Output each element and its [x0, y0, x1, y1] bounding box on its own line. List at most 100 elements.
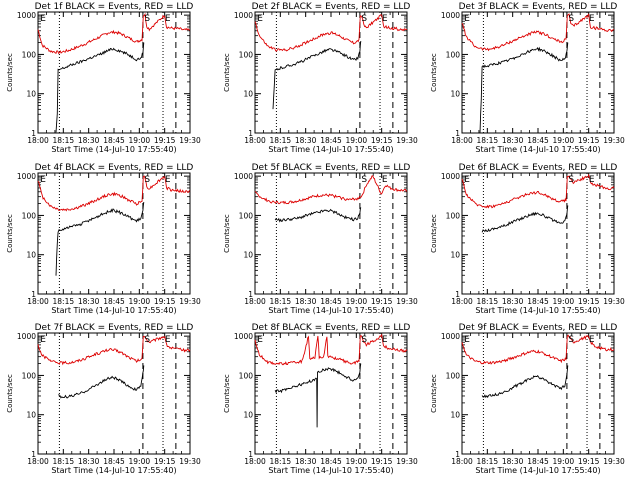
y-tick-label: 1000	[234, 11, 253, 20]
y-tick-label: 100	[239, 371, 254, 380]
x-tick-label: 19:00	[346, 136, 368, 145]
panel-title: Det 3f BLACK = Events, RED = LLD	[459, 2, 618, 12]
x-tick-label: 19:15	[371, 457, 393, 466]
events-series-line	[272, 40, 362, 110]
events-series-line	[55, 201, 145, 276]
x-tick-label: 18:15	[53, 457, 75, 466]
plot-frame	[461, 11, 615, 134]
segment-marker: E	[382, 14, 388, 24]
y-tick-label: 100	[22, 371, 37, 380]
y-axis-label: Counts/sec	[430, 214, 438, 253]
segment-marker: E	[464, 335, 470, 345]
segment-marker: S	[144, 335, 150, 345]
x-tick-label: 18:00	[27, 297, 49, 306]
x-tick-label: 18:15	[53, 297, 75, 306]
x-tick-label: 18:30	[78, 457, 100, 466]
y-tick-label: 100	[446, 50, 461, 59]
x-tick-label: 18:45	[103, 457, 125, 466]
segment-marker: S	[568, 175, 574, 185]
y-tick-label: 10	[243, 251, 253, 260]
x-tick-label: 19:15	[371, 297, 393, 306]
panel-title: Det 2f BLACK = Events, RED = LLD	[252, 2, 411, 12]
y-axis-label: Counts/sec	[430, 374, 438, 413]
x-tick-label: 19:30	[396, 297, 418, 306]
detector-panel: Det 2f BLACK = Events, RED = LLD 1 10 100 10…	[223, 2, 418, 154]
detector-panel: Det 6f BLACK = Events, RED = LLD 1 10 100 10…	[430, 163, 625, 315]
x-tick-label: 18:00	[244, 136, 266, 145]
x-tick-label: 18:15	[270, 297, 292, 306]
x-axis-label: Start Time (14-Jul-10 17:55:40)	[268, 306, 393, 315]
y-tick-label: 1	[455, 129, 460, 138]
y-tick-label: 1	[31, 129, 36, 138]
y-tick-label: 100	[446, 371, 461, 380]
x-tick-label: 19:30	[179, 457, 201, 466]
x-tick-label: 18:45	[320, 297, 342, 306]
x-tick-label: 18:00	[27, 457, 49, 466]
x-tick-label: 19:00	[129, 136, 151, 145]
y-tick-label: 1000	[17, 172, 36, 181]
x-tick-label: 18:15	[270, 136, 292, 145]
x-tick-label: 19:30	[603, 457, 625, 466]
y-tick-label: 10	[26, 251, 36, 260]
x-tick-label: 18:30	[78, 297, 100, 306]
x-tick-label: 19:15	[154, 136, 176, 145]
y-tick-label: 10	[450, 411, 460, 420]
x-tick-label: 19:00	[346, 297, 368, 306]
x-tick-label: 19:30	[603, 136, 625, 145]
x-tick-label: 19:15	[578, 297, 600, 306]
lld-series-line	[254, 333, 408, 366]
x-axis-label: Start Time (14-Jul-10 17:55:40)	[51, 306, 176, 315]
panel-title: Det 5f BLACK = Events, RED = LLD	[252, 163, 411, 173]
y-tick-label: 1000	[441, 332, 460, 341]
segment-marker: E	[40, 335, 46, 345]
x-axis-label: Start Time (14-Jul-10 17:55:40)	[51, 466, 176, 475]
segment-marker: S	[361, 175, 367, 185]
y-tick-label: 1	[31, 450, 36, 459]
segment-marker: E	[257, 14, 263, 24]
x-tick-label: 18:45	[103, 136, 125, 145]
y-tick-label: 100	[239, 211, 254, 220]
events-series-line	[479, 42, 569, 134]
x-tick-label: 19:15	[371, 136, 393, 145]
x-axis-label: Start Time (14-Jul-10 17:55:40)	[475, 145, 600, 154]
y-tick-label: 10	[243, 90, 253, 99]
detector-panel: Det 5f BLACK = Events, RED = LLD 1 10 100 10…	[223, 163, 418, 315]
x-tick-label: 18:45	[527, 136, 549, 145]
y-axis-label: Counts/sec	[430, 53, 438, 92]
segment-marker: S	[361, 335, 367, 345]
x-tick-label: 18:30	[295, 136, 317, 145]
x-tick-label: 19:15	[578, 136, 600, 145]
events-series-line	[274, 363, 362, 428]
y-tick-label: 1	[455, 290, 460, 299]
y-tick-label: 10	[450, 90, 460, 99]
segment-marker: E	[40, 14, 46, 24]
x-tick-label: 18:00	[451, 136, 473, 145]
lld-series-line	[461, 334, 615, 365]
lld-series-line	[461, 173, 615, 209]
segment-marker: E	[589, 14, 595, 24]
y-tick-label: 100	[239, 50, 254, 59]
x-tick-label: 18:15	[477, 297, 499, 306]
x-tick-label: 18:30	[502, 457, 524, 466]
segment-marker: S	[568, 14, 574, 24]
x-axis-label: Start Time (14-Jul-10 17:55:40)	[51, 145, 176, 154]
panel-title: Det 4f BLACK = Events, RED = LLD	[35, 163, 194, 173]
x-tick-label: 18:30	[78, 136, 100, 145]
segment-marker: S	[568, 335, 574, 345]
y-tick-label: 10	[450, 251, 460, 260]
x-tick-label: 18:30	[295, 297, 317, 306]
x-tick-label: 19:30	[179, 136, 201, 145]
segment-marker: E	[464, 175, 470, 185]
lld-series-line	[37, 335, 191, 366]
segment-marker: S	[144, 175, 150, 185]
detector-panel: Det 8f BLACK = Events, RED = LLD 1 10 100 10…	[223, 323, 418, 475]
plot-frame	[37, 172, 191, 295]
x-axis-label: Start Time (14-Jul-10 17:55:40)	[268, 466, 393, 475]
panel-title: Det 8f BLACK = Events, RED = LLD	[252, 323, 411, 333]
x-tick-label: 18:15	[53, 136, 75, 145]
x-tick-label: 19:00	[553, 136, 575, 145]
segment-marker: E	[165, 335, 171, 345]
x-tick-label: 18:00	[451, 457, 473, 466]
y-tick-label: 100	[446, 211, 461, 220]
